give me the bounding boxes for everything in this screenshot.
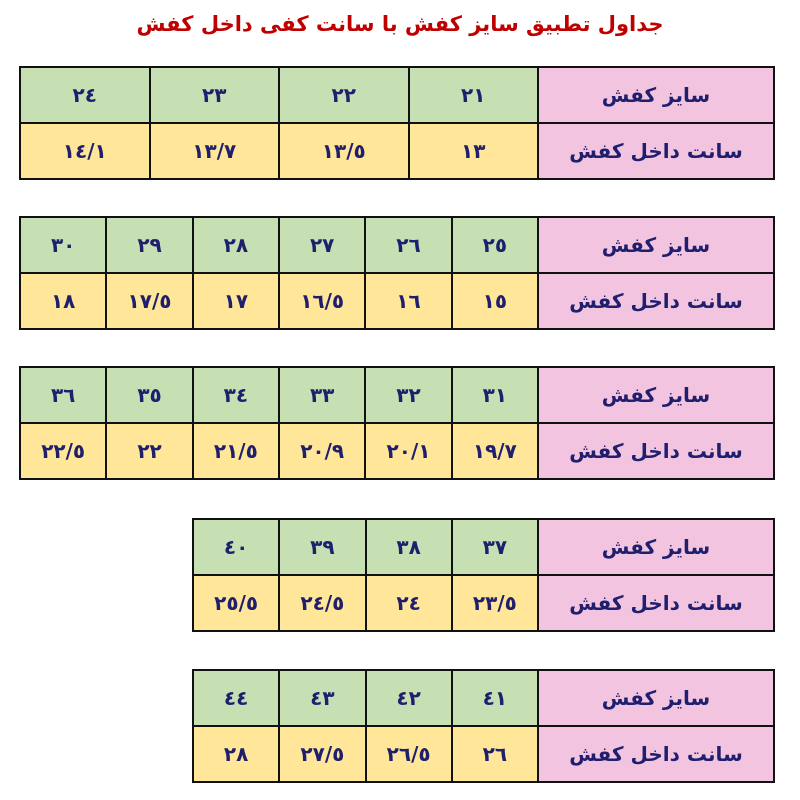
- size-table-2: سایز کفش ٢٥ ٢٦ ٢٧ ٢٨ ٢٩ ٣٠ سانت داخل کفش ١٥ ١٦ ١٦/…: [18, 216, 775, 330]
- insole-cm-row: سانت داخل کفش ٢٣/٥ ٢٤ ٢٤/٥ ٢٥/٥: [191, 574, 775, 632]
- insole-cm-cell: ٢٠/٩: [278, 422, 367, 480]
- shoe-size-row: سایز کفش ٣٧ ٣٨ ٣٩ ٤٠: [191, 518, 775, 576]
- row-label: سانت داخل کفش: [537, 272, 775, 330]
- insole-cm-cell: ٢٥/٥: [191, 574, 281, 632]
- insole-cm-cell: ١٤/١: [19, 122, 151, 180]
- insole-cm-row: سانت داخل کفش ١٥ ١٦ ١٦/٥ ١٧ ١٧/٥ ١٨: [18, 272, 775, 330]
- insole-cm-cell: ١٨: [18, 272, 108, 330]
- shoe-size-cell: ٣٩: [278, 518, 367, 576]
- row-label: سایز کفش: [537, 518, 775, 576]
- insole-cm-cell: ٢٨: [191, 725, 281, 783]
- insole-cm-cell: ١٩/٧: [450, 422, 540, 480]
- insole-cm-cell: ٢٢/٥: [18, 422, 108, 480]
- row-label: سانت داخل کفش: [537, 725, 775, 783]
- insole-cm-cell: ٢٤/٥: [278, 574, 367, 632]
- size-table-1: سایز کفش ٢١ ٢٢ ٢٣ ٢٤ سانت داخل کفش ١٣ ١٣/٥ ١٣/٧ ١…: [19, 66, 775, 180]
- insole-cm-cell: ١٧/٥: [105, 272, 194, 330]
- shoe-size-cell: ٢٢: [278, 66, 410, 124]
- shoe-size-cell: ٣٤: [191, 366, 281, 424]
- shoe-size-cell: ٤١: [450, 669, 540, 727]
- shoe-size-row: سایز کفش ٤١ ٤٢ ٤٣ ٤٤: [191, 669, 775, 727]
- shoe-size-cell: ٢٦: [364, 216, 453, 274]
- shoe-size-row: سایز کفش ٣١ ٣٢ ٣٣ ٣٤ ٣٥ ٣٦: [18, 366, 775, 424]
- row-label: سایز کفش: [537, 366, 775, 424]
- shoe-size-cell: ٢٩: [105, 216, 194, 274]
- insole-cm-cell: ٢٧/٥: [278, 725, 367, 783]
- insole-cm-cell: ٢٦: [450, 725, 540, 783]
- insole-cm-cell: ١٦/٥: [278, 272, 367, 330]
- shoe-size-cell: ٢٥: [450, 216, 540, 274]
- insole-cm-cell: ٢٤: [364, 574, 453, 632]
- insole-cm-cell: ١٣: [407, 122, 539, 180]
- insole-cm-cell: ١٣/٥: [278, 122, 410, 180]
- insole-cm-cell: ٢٦/٥: [364, 725, 453, 783]
- row-label: سانت داخل کفش: [537, 422, 775, 480]
- size-table-4: سایز کفش ٣٧ ٣٨ ٣٩ ٤٠ سانت داخل کفش ٢٣/٥ ٢٤ ٢٤/٥ ٢…: [191, 518, 775, 632]
- shoe-size-cell: ٣٢: [364, 366, 453, 424]
- shoe-size-cell: ٤٢: [364, 669, 453, 727]
- shoe-size-cell: ٣٣: [278, 366, 367, 424]
- insole-cm-row: سانت داخل کفش ٢٦ ٢٦/٥ ٢٧/٥ ٢٨: [191, 725, 775, 783]
- shoe-size-row: سایز کفش ٢٥ ٢٦ ٢٧ ٢٨ ٢٩ ٣٠: [18, 216, 775, 274]
- shoe-size-cell: ٢٧: [278, 216, 367, 274]
- shoe-size-cell: ٤٣: [278, 669, 367, 727]
- shoe-size-cell: ٣٦: [18, 366, 108, 424]
- shoe-size-cell: ٢٣: [148, 66, 280, 124]
- size-table-5: سایز کفش ٤١ ٤٢ ٤٣ ٤٤ سانت داخل کفش ٢٦ ٢٦/٥ ٢٧/٥ ٢…: [191, 669, 775, 783]
- shoe-size-cell: ٣٧: [450, 518, 540, 576]
- insole-cm-cell: ٢٠/١: [364, 422, 453, 480]
- shoe-size-cell: ٣٨: [364, 518, 453, 576]
- shoe-size-cell: ٣١: [450, 366, 540, 424]
- insole-cm-cell: ٢٢: [105, 422, 194, 480]
- row-label: سانت داخل کفش: [537, 122, 775, 180]
- size-table-3: سایز کفش ٣١ ٣٢ ٣٣ ٣٤ ٣٥ ٣٦ سانت داخل کفش ١٩/٧ ٢٠/…: [18, 366, 775, 480]
- row-label: سایز کفش: [537, 216, 775, 274]
- shoe-size-cell: ٢٨: [191, 216, 281, 274]
- insole-cm-cell: ١٣/٧: [148, 122, 280, 180]
- row-label: سایز کفش: [537, 66, 775, 124]
- row-label: سانت داخل کفش: [537, 574, 775, 632]
- row-label: سایز کفش: [537, 669, 775, 727]
- page-title: جداول تطبیق سایز کفش با سانت کفی داخل کف…: [136, 12, 664, 36]
- insole-cm-cell: ٢١/٥: [191, 422, 281, 480]
- shoe-size-cell: ٢١: [407, 66, 539, 124]
- insole-cm-row: سانت داخل کفش ١٩/٧ ٢٠/١ ٢٠/٩ ٢١/٥ ٢٢ ٢٢/٥: [18, 422, 775, 480]
- shoe-size-cell: ٣٠: [18, 216, 108, 274]
- insole-cm-row: سانت داخل کفش ١٣ ١٣/٥ ١٣/٧ ١٤/١: [19, 122, 775, 180]
- shoe-size-cell: ٤٠: [191, 518, 281, 576]
- shoe-size-cell: ٤٤: [191, 669, 281, 727]
- shoe-size-row: سایز کفش ٢١ ٢٢ ٢٣ ٢٤: [19, 66, 775, 124]
- insole-cm-cell: ١٦: [364, 272, 453, 330]
- insole-cm-cell: ٢٣/٥: [450, 574, 540, 632]
- insole-cm-cell: ١٧: [191, 272, 281, 330]
- shoe-size-cell: ٣٥: [105, 366, 194, 424]
- insole-cm-cell: ١٥: [450, 272, 540, 330]
- shoe-size-cell: ٢٤: [19, 66, 151, 124]
